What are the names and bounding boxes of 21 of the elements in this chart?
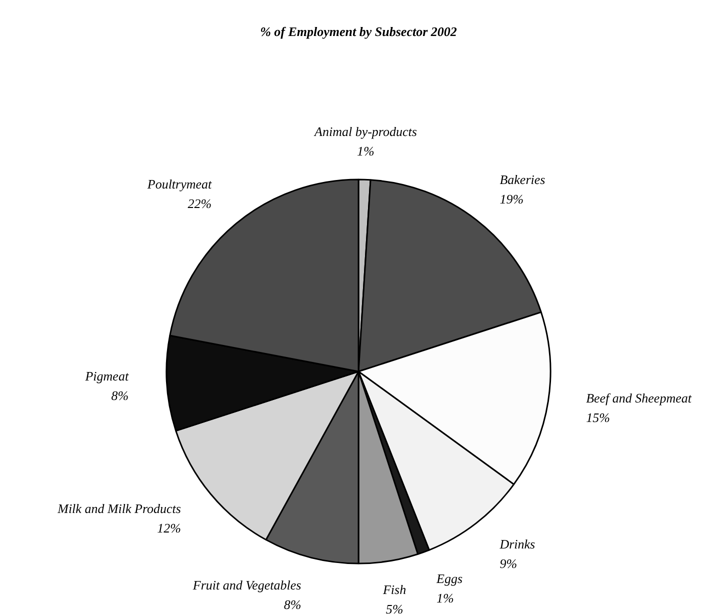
data-label: 15% (586, 410, 610, 425)
slice-label: Pigmeat (84, 368, 129, 384)
data-label: 5% (386, 601, 404, 616)
data-label: 9% (500, 556, 518, 571)
data-label: 8% (284, 596, 302, 612)
slice-label: Poultrymeat (146, 176, 212, 192)
slice-label: Milk and Milk Products (56, 501, 181, 516)
slice-label: Bakeries (500, 172, 546, 188)
data-label: 1% (357, 143, 375, 158)
slice-label: Animal by-products (314, 124, 417, 139)
data-label: 19% (500, 192, 524, 207)
data-label: 1% (436, 590, 454, 606)
slice-label: Fish (382, 582, 406, 597)
data-label: 8% (111, 388, 129, 404)
chart-title: % of Employment by Subsector 2002 (260, 24, 458, 39)
slice-label: Fruit and Vegetables (192, 577, 302, 592)
slice-label: Eggs (436, 571, 463, 586)
slice-label: Beef and Sheepmeat (586, 390, 692, 406)
slice-label: Drinks (498, 536, 536, 552)
data-label: 12% (157, 520, 182, 536)
data-label: 22% (188, 196, 212, 212)
